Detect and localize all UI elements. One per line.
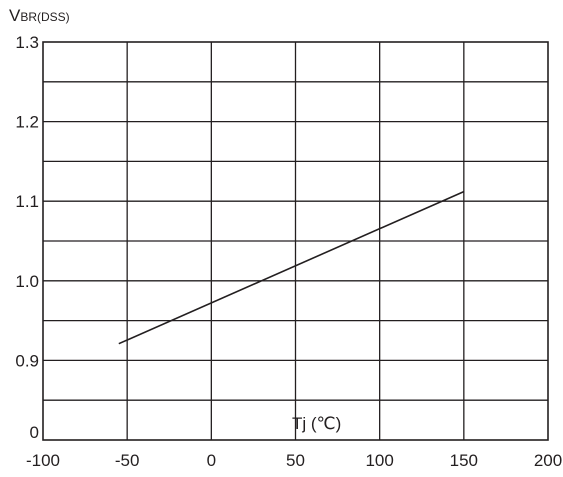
y-axis-title: VBR(DSS) (9, 6, 70, 25)
y-axis-title-subscript: BR(DSS) (20, 10, 69, 24)
series-line (118, 190, 465, 345)
y-tick-label: 1.3 (15, 33, 39, 52)
x-tick-label: 0 (207, 451, 216, 470)
y-tick-label: 1.0 (15, 272, 39, 291)
plot-frame (42, 41, 549, 441)
x-tick-label: 200 (534, 451, 562, 470)
x-tick-label: -100 (26, 451, 60, 470)
x-axis-title: Tj (℃) (292, 414, 341, 433)
x-tick-label: 150 (450, 451, 478, 470)
x-tick-label: 50 (286, 451, 305, 470)
x-tick-labels: -100 -50 0 50 100 150 200 (26, 451, 562, 470)
y-tick-label: 0 (30, 423, 39, 442)
y-tick-label: 0.9 (15, 351, 39, 370)
y-tick-labels: 0 0.9 1.0 1.1 1.2 1.3 (15, 33, 39, 442)
y-tick-label: 1.2 (15, 113, 39, 132)
x-tick-label: 100 (365, 451, 393, 470)
series-layer (118, 190, 465, 345)
x-tick-label: -50 (115, 451, 140, 470)
y-axis-title-main: V (9, 6, 21, 25)
grid-lines (43, 42, 548, 440)
y-tick-label: 1.1 (15, 192, 39, 211)
